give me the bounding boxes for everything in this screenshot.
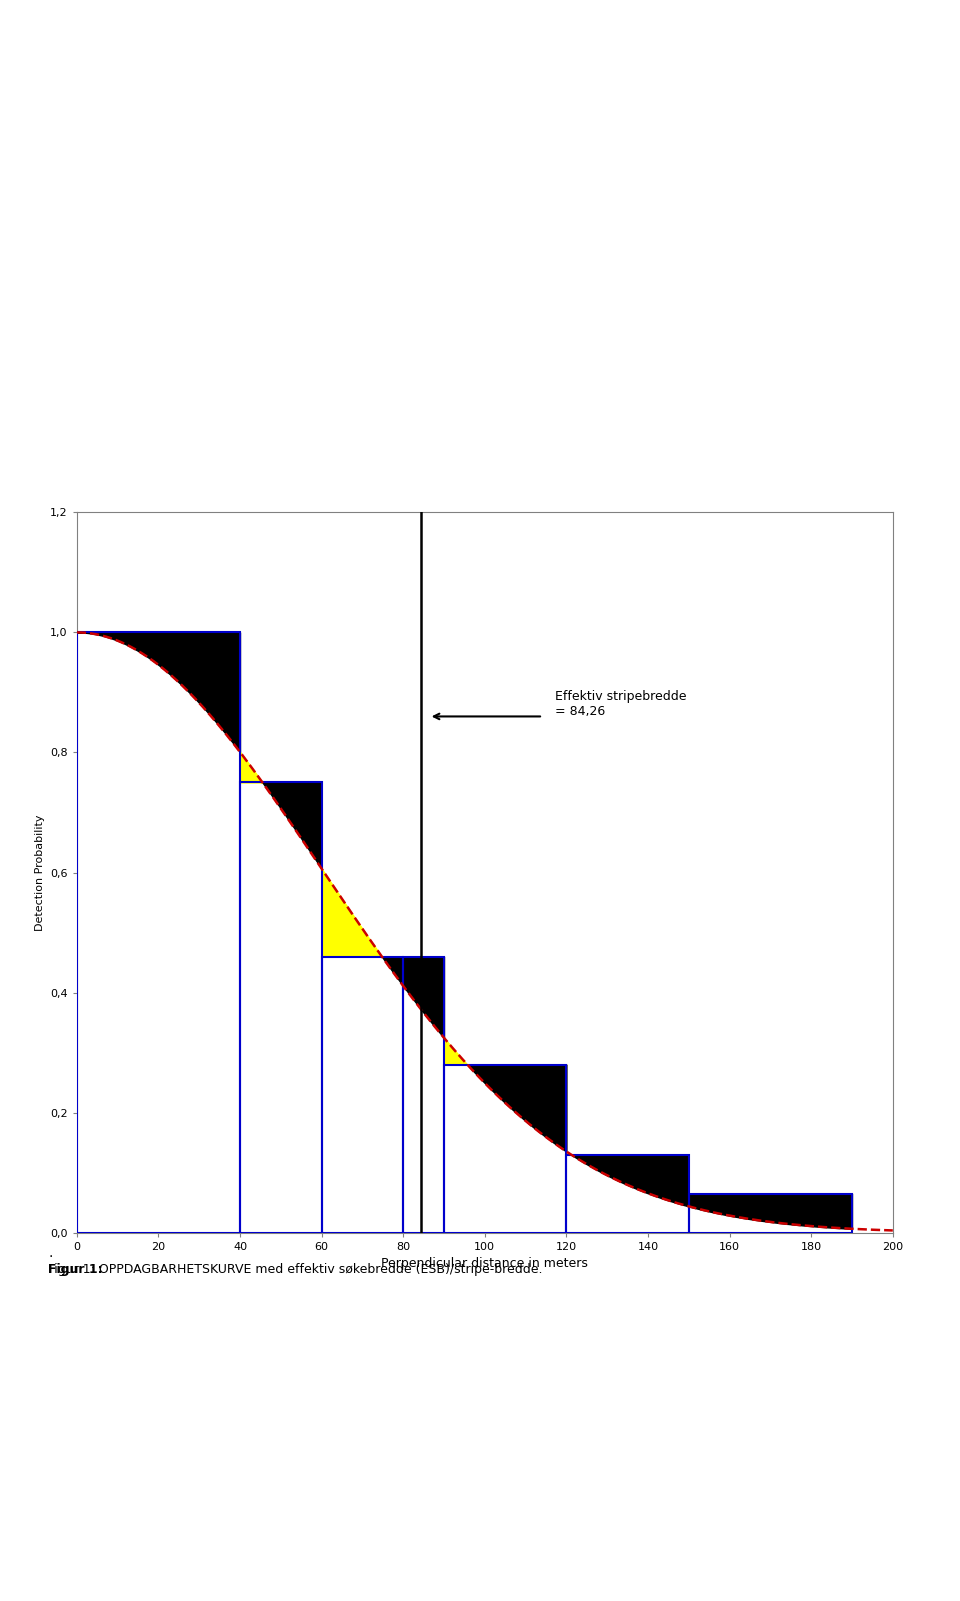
Y-axis label: Detection Probability: Detection Probability (35, 815, 44, 930)
Bar (688, 1194, 852, 1233)
Text: Figur 1:: Figur 1: (48, 1263, 103, 1276)
Text: .: . (48, 1246, 53, 1260)
Bar (566, 1154, 688, 1233)
Bar (444, 1065, 566, 1233)
Bar (77, 632, 240, 1233)
Bar (322, 956, 403, 1233)
Bar (403, 956, 444, 1233)
X-axis label: Perpendicular distance in meters: Perpendicular distance in meters (381, 1257, 588, 1270)
Text: Figur 1: OPPDAGBARHETSKURVE med effektiv søkebredde (ESB)/stripe-bredde.: Figur 1: OPPDAGBARHETSKURVE med effektiv… (48, 1263, 542, 1276)
Text: Effektiv stripebredde
= 84,26: Effektiv stripebredde = 84,26 (555, 690, 686, 719)
Bar (240, 783, 322, 1233)
